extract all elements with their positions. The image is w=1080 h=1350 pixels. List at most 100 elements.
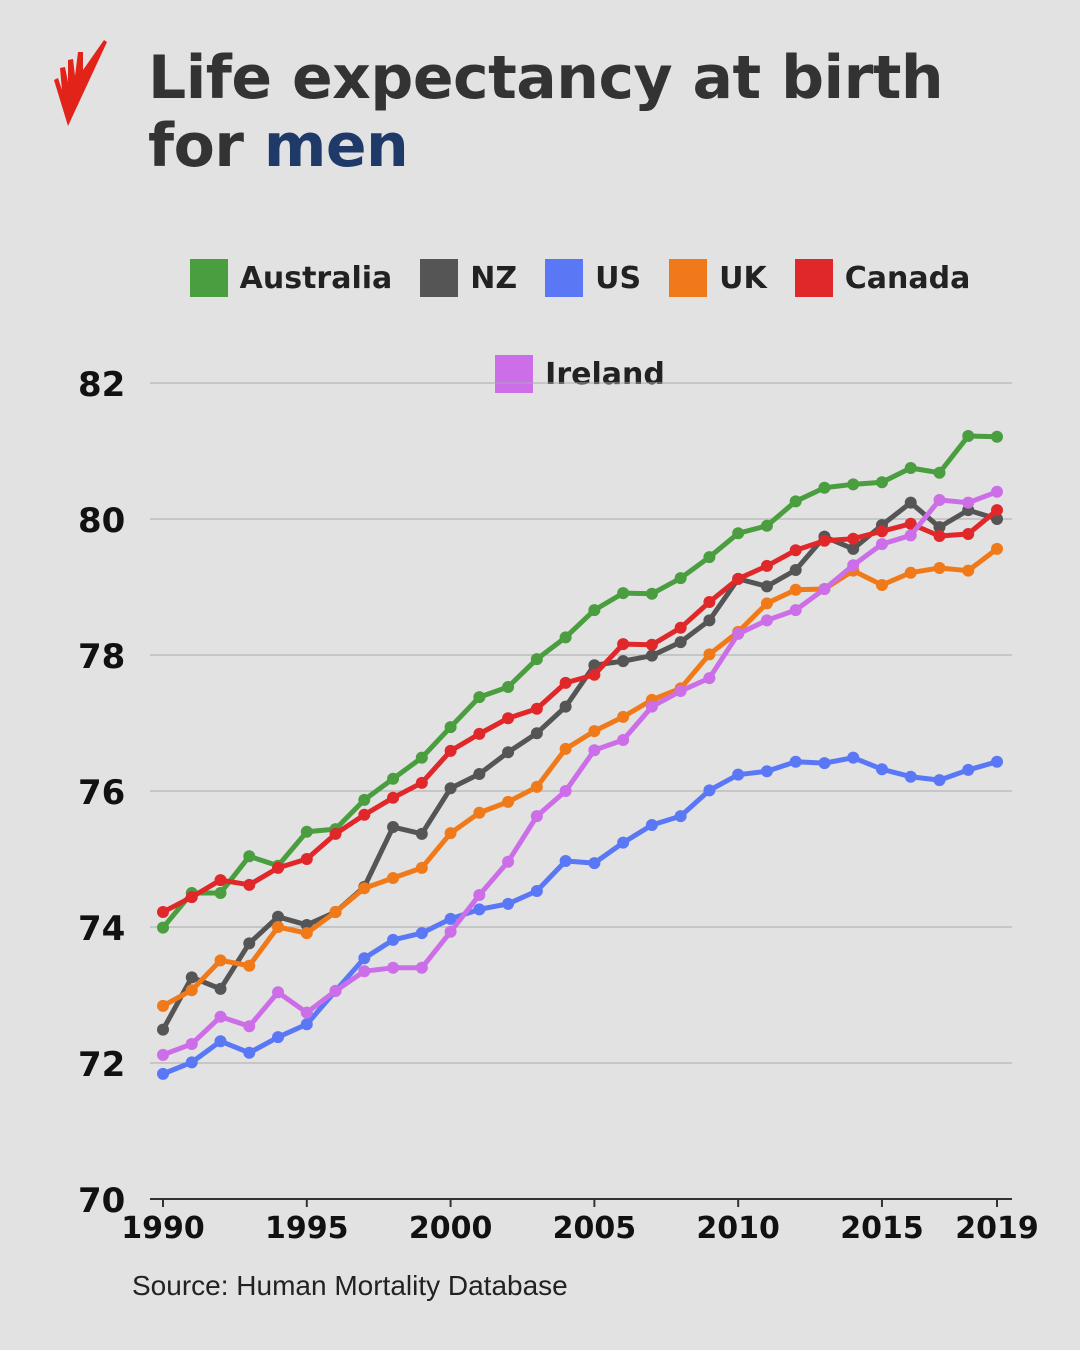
data-point-ireland xyxy=(875,538,888,551)
data-point-uk xyxy=(904,566,917,579)
data-point-canada xyxy=(818,534,831,547)
data-point-nz xyxy=(272,910,285,923)
data-point-us xyxy=(214,1035,227,1048)
data-point-australia xyxy=(358,793,371,806)
data-point-uk xyxy=(875,578,888,591)
data-point-ireland xyxy=(904,529,917,542)
series-line-ireland xyxy=(162,489,998,1058)
data-point-ireland xyxy=(387,961,400,974)
data-point-uk xyxy=(300,927,313,940)
data-point-canada xyxy=(991,504,1003,517)
data-point-canada xyxy=(674,621,687,634)
data-point-ireland xyxy=(703,672,716,685)
data-point-us xyxy=(991,755,1003,768)
legend-swatch xyxy=(495,355,534,393)
x-tick-label: 2015 xyxy=(840,1211,924,1246)
data-point-australia xyxy=(674,572,687,585)
legend-item-nz: NZ xyxy=(420,258,517,298)
data-point-australia xyxy=(617,587,630,600)
data-point-canada xyxy=(473,727,486,740)
x-tick-label: 2019 xyxy=(955,1211,1039,1246)
data-point-us xyxy=(185,1056,198,1069)
data-point-canada xyxy=(358,808,371,821)
data-point-nz xyxy=(933,521,946,534)
legend-item-uk: UK xyxy=(669,258,767,298)
data-point-australia xyxy=(588,604,601,617)
data-point-ireland xyxy=(789,604,802,617)
data-point-canada xyxy=(760,559,773,572)
title-line-2: for men xyxy=(148,112,943,180)
data-point-uk xyxy=(617,710,630,723)
data-point-uk xyxy=(358,882,371,895)
legend-swatch xyxy=(189,259,228,297)
legend-item-australia: Australia xyxy=(189,258,392,298)
data-point-canada xyxy=(559,676,572,689)
data-point-uk xyxy=(272,921,285,933)
data-point-nz xyxy=(387,821,400,834)
data-point-ireland xyxy=(214,1010,227,1023)
y-tick-label: 82 xyxy=(78,365,125,405)
title-highlight: men xyxy=(263,111,409,181)
data-point-uk xyxy=(962,564,975,577)
data-point-nz xyxy=(473,768,486,780)
data-point-canada xyxy=(243,878,256,891)
data-point-uk xyxy=(559,742,572,755)
data-point-us xyxy=(732,768,745,781)
data-point-ireland xyxy=(588,744,601,757)
data-point-ireland xyxy=(272,986,285,999)
data-point-us xyxy=(444,912,457,925)
data-point-ireland xyxy=(300,1006,313,1019)
data-point-us xyxy=(473,903,486,916)
data-point-nz xyxy=(444,782,457,795)
data-point-ireland xyxy=(818,583,831,596)
data-point-us xyxy=(875,763,888,776)
data-point-canada xyxy=(272,861,285,874)
data-point-uk xyxy=(387,872,400,885)
data-point-ireland xyxy=(559,785,572,797)
data-point-nz xyxy=(674,636,687,649)
data-point-australia xyxy=(387,772,400,785)
data-point-ireland xyxy=(530,810,543,823)
data-point-australia xyxy=(703,551,716,564)
data-point-australia xyxy=(415,751,428,764)
data-point-nz xyxy=(415,827,428,840)
data-point-australia xyxy=(875,476,888,489)
data-point-ireland xyxy=(473,889,486,902)
data-point-us xyxy=(243,1046,256,1059)
data-point-canada xyxy=(185,891,198,904)
data-point-ireland xyxy=(732,627,745,640)
data-point-uk xyxy=(444,827,457,840)
data-point-ireland xyxy=(358,965,371,978)
data-point-ireland xyxy=(674,685,687,698)
y-tick-label: 80 xyxy=(78,501,125,541)
data-point-nz xyxy=(847,542,860,555)
data-point-ireland xyxy=(617,734,630,746)
data-point-australia xyxy=(962,430,975,443)
legend: Australia NZ US UK Canada Ireland xyxy=(150,258,1010,394)
data-point-canada xyxy=(617,638,630,651)
legend-swatch xyxy=(669,259,708,297)
data-point-australia xyxy=(502,680,515,693)
data-point-canada xyxy=(530,702,543,715)
data-point-nz xyxy=(904,496,917,509)
data-point-australia xyxy=(991,430,1003,443)
data-point-uk xyxy=(214,954,227,967)
data-point-uk xyxy=(789,583,802,596)
data-point-nz xyxy=(214,982,227,995)
data-point-ireland xyxy=(243,1020,256,1033)
data-point-uk xyxy=(243,959,256,972)
legend-label: NZ xyxy=(470,260,518,296)
data-point-canada xyxy=(214,874,227,887)
data-point-canada xyxy=(444,744,457,757)
data-point-australia xyxy=(214,887,227,899)
data-point-us xyxy=(588,857,601,870)
x-tick-label: 1990 xyxy=(121,1211,205,1246)
data-point-uk xyxy=(760,597,773,610)
legend-label: UK xyxy=(719,260,767,296)
data-point-ireland xyxy=(157,1048,169,1061)
y-tick-label: 70 xyxy=(78,1181,125,1221)
data-point-us xyxy=(703,784,716,797)
data-point-us xyxy=(415,927,428,940)
data-point-nz xyxy=(502,746,515,759)
data-point-australia xyxy=(559,631,572,644)
